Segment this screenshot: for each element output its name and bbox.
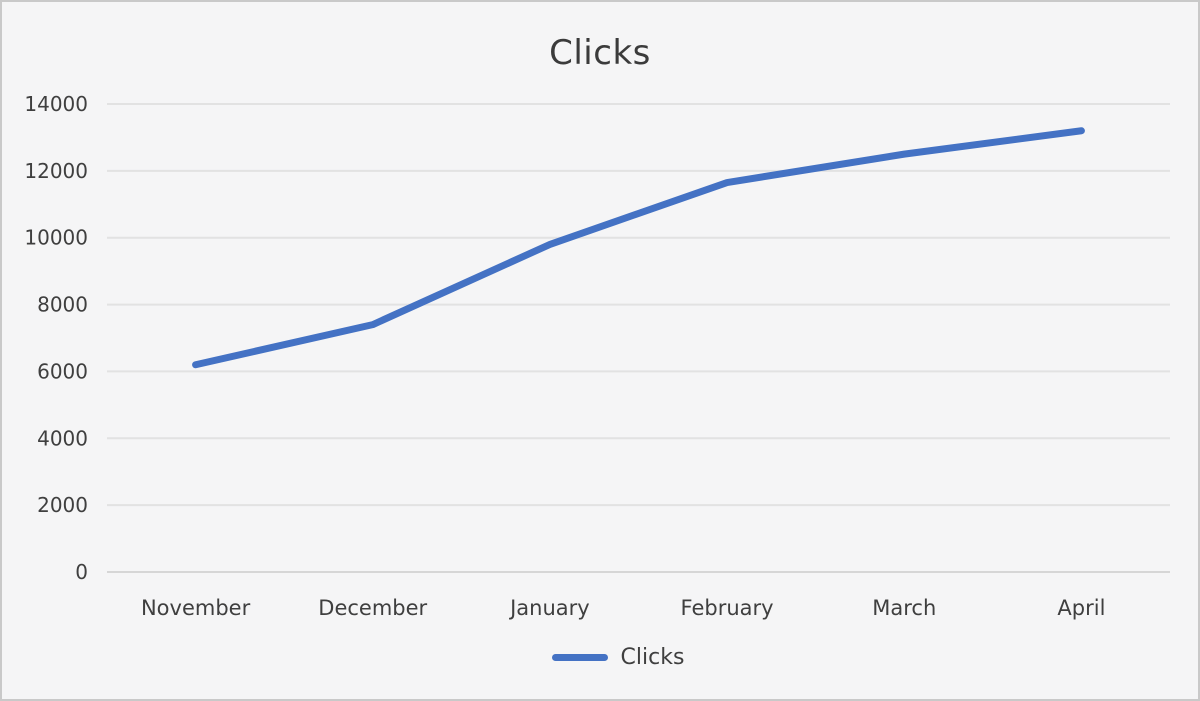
- y-axis-tick-label: 14000: [24, 92, 88, 116]
- y-axis-tick-label: 0: [75, 560, 88, 584]
- y-axis-tick-label: 8000: [37, 293, 88, 317]
- x-axis-category-label: December: [318, 596, 427, 620]
- y-axis-tick-label: 4000: [37, 426, 88, 450]
- legend-line-swatch: [551, 654, 608, 661]
- y-axis-tick-label: 6000: [37, 359, 88, 383]
- y-axis-tick-label: 2000: [37, 493, 88, 517]
- x-axis-category-label: March: [872, 596, 936, 620]
- x-axis-category-label: April: [1057, 596, 1105, 620]
- x-axis-category-label: November: [141, 596, 251, 620]
- x-axis-category-label: January: [508, 596, 590, 620]
- legend-label: Clicks: [620, 645, 685, 670]
- chart-title: Clicks: [549, 33, 651, 73]
- x-axis-category-label: February: [681, 596, 774, 620]
- y-axis-tick-label: 10000: [24, 226, 88, 250]
- chart-legend: Clicks: [20, 645, 1198, 670]
- y-axis-tick-label: 12000: [24, 159, 88, 183]
- series-line-clicks: [192, 127, 1085, 369]
